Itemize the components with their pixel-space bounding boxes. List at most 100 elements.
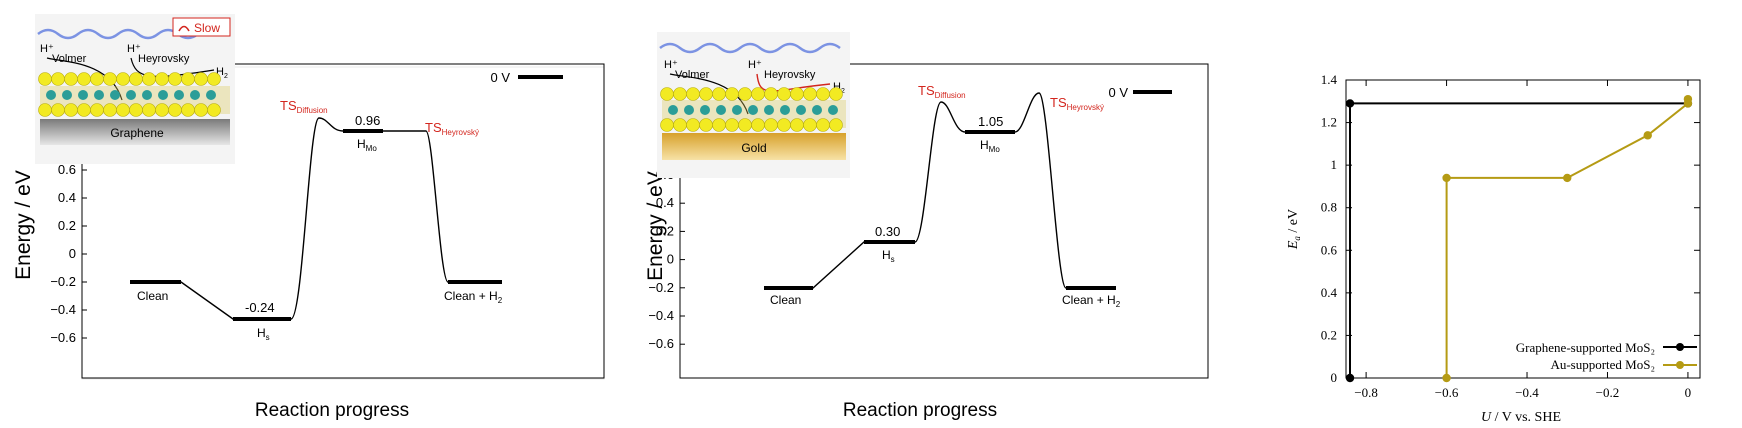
left-sulfur-atom	[103, 72, 117, 86]
left-potential-label: 0 V	[490, 70, 510, 85]
middle-sulfur-atom	[764, 118, 778, 132]
middle-inset-heyrovsky: Heyrovsky	[764, 69, 816, 81]
middle-mo-atom	[668, 105, 678, 115]
left-mo-atom	[78, 90, 88, 100]
right-plot-frame	[1345, 79, 1701, 379]
left-mo-atom	[94, 90, 104, 100]
middle-ytick-label: 0.2	[656, 223, 674, 238]
series-point-1	[1442, 373, 1451, 383]
middle-sulfur-atom	[790, 87, 804, 101]
middle-state-clean: Clean	[770, 293, 801, 307]
right-xtick-label: −0.2	[1596, 385, 1620, 400]
activation-energy-chart: 0 0.2 0.4 0.6 0.8 1 1.2 1.4 −0.8 −0.6 −0.4 −0.2 0 Ea…	[1286, 72, 1701, 425]
middle-inset-water-wave	[659, 42, 841, 54]
series-line-1	[1445, 99, 1689, 378]
left-inset-slow-box	[172, 17, 231, 37]
middle-sulfur-atom	[751, 118, 765, 132]
middle-potential-label: 0 V	[1108, 85, 1128, 100]
right-ytick-label: 0.8	[1321, 200, 1337, 215]
left-sulfur-atom	[77, 72, 91, 86]
middle-ytick-label: −0.2	[648, 280, 674, 295]
middle-value-hs: 0.30	[875, 224, 900, 239]
left-sulfur-atom	[207, 103, 221, 117]
left-ytick-label: 0.2	[58, 218, 76, 233]
series-point-0	[1345, 373, 1355, 383]
left-sulfur-atom	[77, 103, 91, 117]
middle-inset-illustration: H⁺ Volmer H⁺ Heyrovsky H2 Gold	[657, 32, 850, 178]
middle-mo-atom	[812, 105, 822, 115]
left-plot-frame	[81, 63, 605, 379]
left-inset-heyrovsky: Heyrovsky	[138, 53, 190, 65]
right-xtick-label: −0.4	[1515, 385, 1539, 400]
left-sulfur-atom	[168, 72, 182, 86]
right-xtick-label: −0.8	[1354, 385, 1378, 400]
left-ytick-label: −0.2	[50, 274, 76, 289]
middle-mo-atom	[828, 105, 838, 115]
middle-sulfur-atom	[660, 87, 674, 101]
left-sulfur-atom	[38, 103, 52, 117]
left-inset-volmer-arrow	[46, 57, 123, 101]
middle-state-ts-diffusion: TSDiffusion	[918, 83, 966, 100]
left-ytick-label: 0.6	[58, 162, 76, 177]
left-sulfur-atom	[194, 72, 208, 86]
right-ytick-label: 1	[1331, 157, 1338, 172]
series-point-1	[1683, 94, 1693, 104]
left-sulfur-atom	[168, 103, 182, 117]
series-point-1	[1442, 173, 1451, 183]
middle-sulfur-atom	[829, 118, 843, 132]
left-inset-hplus-1: H⁺	[40, 43, 54, 55]
left-ytick-label: 0.4	[58, 190, 76, 205]
left-inset-h2: H2	[216, 66, 228, 80]
left-sulfur-atom	[51, 72, 65, 86]
left-sulfur-atom	[155, 103, 169, 117]
left-sulfur-atom	[142, 72, 156, 86]
left-sulfur-atom	[129, 103, 143, 117]
left-mo-atom	[190, 90, 200, 100]
middle-sulfur-atom	[764, 87, 778, 101]
right-ytick-label: 0.2	[1321, 327, 1337, 342]
left-mo-atom	[158, 90, 168, 100]
middle-sulfur-atom	[738, 87, 752, 101]
middle-inset-hplus-1: H⁺	[664, 59, 678, 71]
middle-mo-atom	[748, 105, 758, 115]
middle-mo-atom	[732, 105, 742, 115]
left-state-ts-heyrovsky: TSHeyrovský	[425, 120, 479, 137]
left-y-ticks: 0.6 0.4 0.2 0 −0.2 −0.4 −0.6	[50, 162, 87, 345]
left-ytick-label: −0.6	[50, 330, 76, 345]
left-state-hmo: HMo	[357, 137, 377, 153]
middle-sulfur-atom	[816, 87, 830, 101]
middle-sulfur-atom	[816, 118, 830, 132]
right-series-group	[1345, 94, 1693, 383]
right-ytick-label: 0.4	[1321, 285, 1338, 300]
middle-mo-atom	[716, 105, 726, 115]
left-sulfur-atom	[129, 72, 143, 86]
middle-value-hmo: 1.05	[978, 114, 1003, 129]
middle-mo-atom	[684, 105, 694, 115]
middle-state-clean-h2: Clean + H2	[1062, 293, 1121, 309]
middle-inset-atoms	[660, 87, 843, 132]
middle-ytick-label: −0.4	[648, 308, 674, 323]
middle-ytick-label: 0	[667, 252, 674, 267]
left-sulfur-atom	[181, 103, 195, 117]
middle-ytick-label: 0.4	[656, 195, 674, 210]
middle-inset-volmer-arrow	[669, 73, 749, 115]
right-axis-ticks: 0 0.2 0.4 0.6 0.8 1 1.2 1.4 −0.8 −0.6 −0.4 −0.2 0	[1321, 72, 1700, 400]
middle-sulfur-atom	[673, 118, 687, 132]
left-mo-atom	[62, 90, 72, 100]
left-mo-atom	[174, 90, 184, 100]
right-ytick-label: 1.2	[1321, 115, 1337, 130]
middle-sulfur-atom	[777, 118, 791, 132]
middle-inset-volmer: Volmer	[675, 69, 710, 81]
right-legend: Graphene-supported MoS₂ Au-supported MoS…	[1516, 340, 1697, 372]
left-sulfur-atom	[103, 103, 117, 117]
middle-sulfur-atom	[829, 87, 843, 101]
middle-sulfur-atom	[673, 87, 687, 101]
middle-sulfur-atom	[803, 118, 817, 132]
left-inset-slow-label: Slow	[194, 21, 220, 35]
left-sulfur-atom	[155, 72, 169, 86]
middle-mo-atom	[796, 105, 806, 115]
middle-sulfur-atom	[712, 118, 726, 132]
left-sulfur-atom	[90, 103, 104, 117]
right-y-axis-label: Ea / eV	[1286, 209, 1302, 250]
